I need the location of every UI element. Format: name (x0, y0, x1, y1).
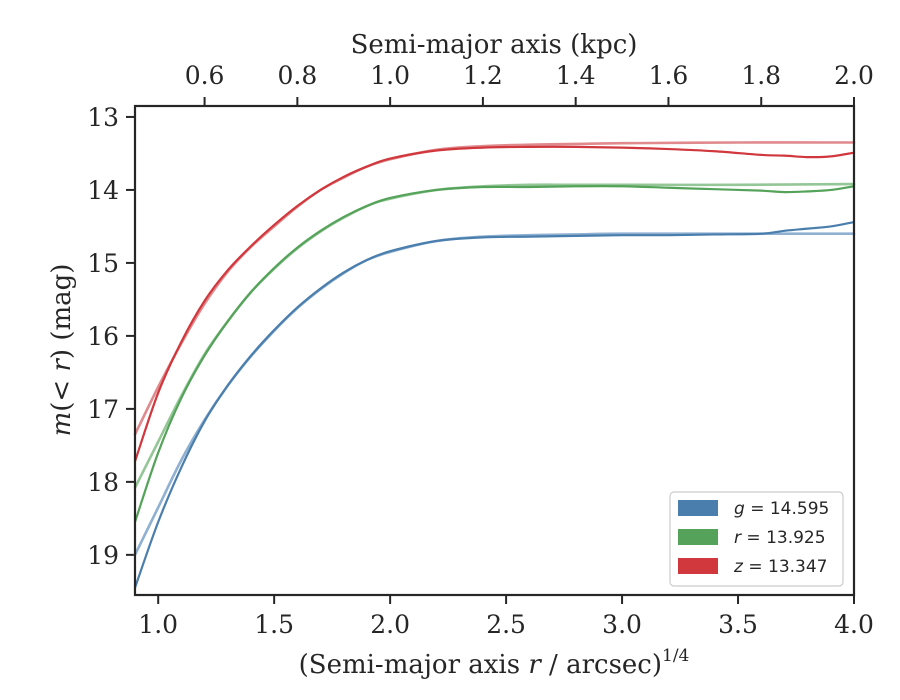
y-tick-label: 15 (87, 249, 119, 278)
x-tick-label: 3.0 (602, 610, 642, 639)
legend-value: 14.595 (770, 499, 829, 519)
y-tick-label: 16 (87, 322, 119, 351)
legend-label-g: g = 14.595 (734, 499, 829, 519)
top-tick-label: 0.6 (185, 61, 225, 90)
y-axis-title-part1: (< (47, 372, 77, 412)
x-tick-label: 2.0 (370, 610, 410, 639)
series-line-r-model (133, 182, 856, 490)
series-layer (133, 141, 856, 589)
y-axis-title: m(< r) (mag) (47, 264, 77, 437)
top-axis-title: Semi-major axis (kpc) (351, 30, 638, 60)
x-axis-title-part1: (Semi-major axis (299, 650, 529, 680)
y-axis-title-part2: ) (mag) (47, 264, 77, 360)
series-line-z-observed (133, 145, 856, 463)
top-tick-label: 1.8 (741, 61, 781, 90)
legend-swatch-z (678, 558, 718, 574)
legend-band: z (733, 557, 744, 577)
x-axis-title-part2: / arcsec) (541, 650, 662, 680)
legend-label-z: z = 13.347 (733, 557, 827, 577)
top-tick-label: 2.0 (834, 61, 874, 90)
legend-band: r (734, 528, 742, 548)
series-line-r-observed (133, 185, 856, 524)
legend-value: 13.925 (766, 528, 825, 548)
x-axis-title-exponent: 1/4 (662, 646, 689, 666)
top-tick-label: 0.8 (277, 61, 317, 90)
ticks-layer: 1.0 1.5 2.0 2.5 3.0 3.5 4.0 13 14 15 16 17 18 19 0.6 0.… (87, 61, 874, 639)
series-line-g-observed (133, 220, 856, 589)
x-tick-label: 2.5 (486, 610, 526, 639)
x-tick-label: 4.0 (834, 610, 874, 639)
legend: g = 14.595 r = 13.925 z = 13.347 (669, 491, 844, 587)
x-axis-title-var: r (528, 650, 542, 680)
legend-label-r: r = 13.925 (734, 528, 826, 548)
legend-value: 13.347 (768, 557, 827, 577)
top-tick-label: 1.2 (463, 61, 503, 90)
legend-swatch-r (678, 529, 718, 545)
top-tick-label: 1.0 (370, 61, 410, 90)
x-tick-label: 3.5 (718, 610, 758, 639)
y-tick-label: 19 (87, 541, 119, 570)
y-tick-label: 14 (87, 176, 119, 205)
y-tick-label: 17 (87, 395, 119, 424)
plot-frame (133, 104, 856, 597)
top-tick-label: 1.6 (649, 61, 689, 90)
x-tick-label: 1.5 (254, 610, 294, 639)
legend-swatch-g (678, 500, 718, 516)
y-tick-label: 13 (87, 103, 119, 132)
x-axis-title: (Semi-major axis r / arcsec)1/4 (299, 646, 690, 680)
top-tick-label: 1.4 (556, 61, 596, 90)
y-axis-title-var: m (47, 412, 77, 437)
legend-band: g (734, 499, 745, 519)
x-tick-label: 1.0 (138, 610, 178, 639)
y-axis-title-var2: r (47, 358, 77, 372)
y-tick-label: 18 (87, 468, 119, 497)
